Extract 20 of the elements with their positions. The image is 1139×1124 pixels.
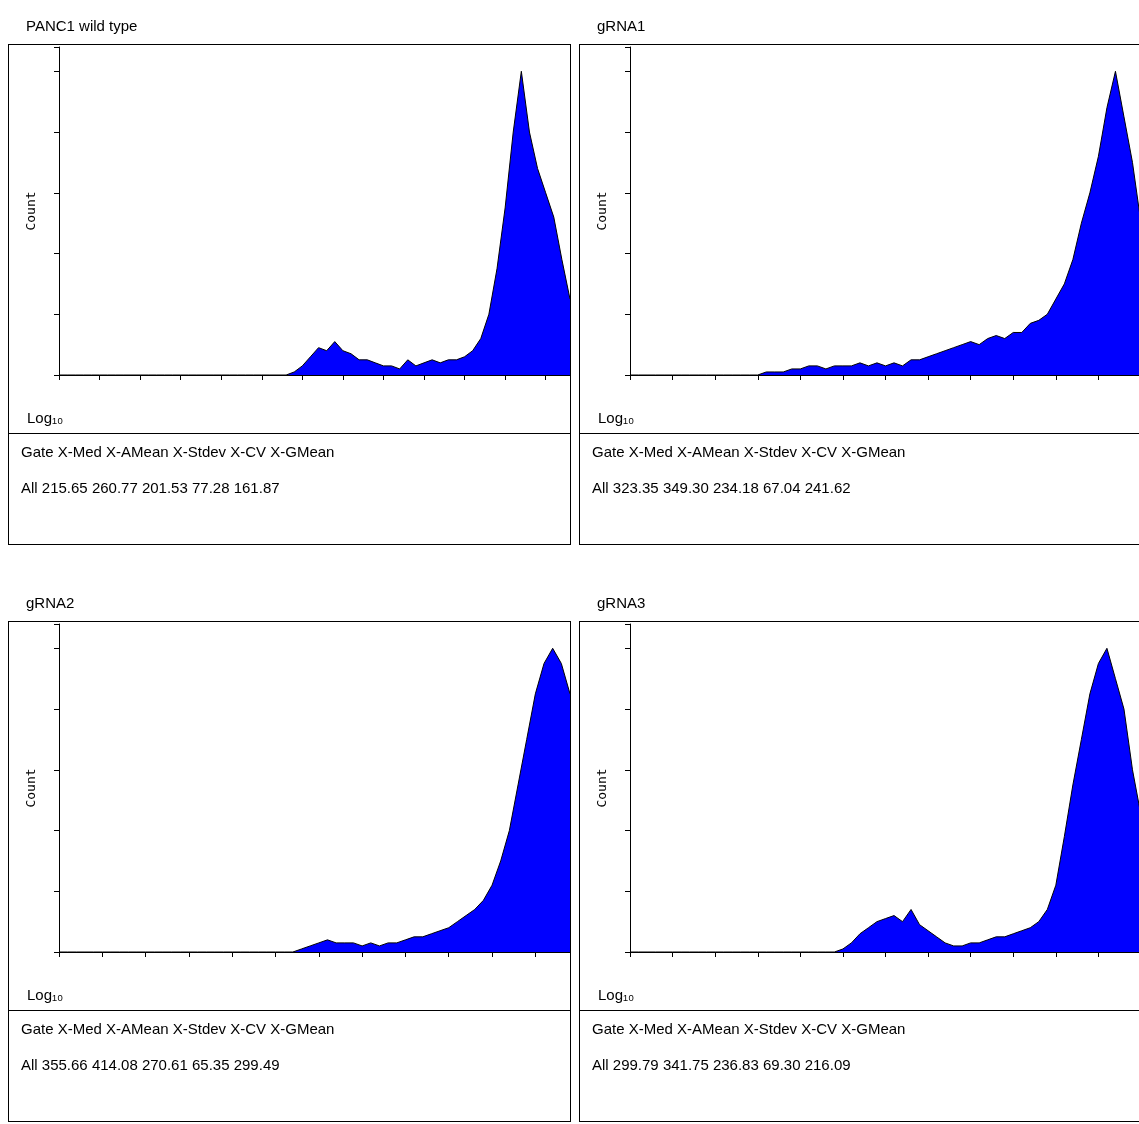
- x-axis-title: Log₁₀: [597, 985, 636, 1005]
- y-axis-title: Count: [594, 768, 609, 808]
- text: All 355.66 414.08 270.61 65.35 299.49: [20, 1055, 281, 1075]
- x-axis-title: Log₁₀: [26, 985, 65, 1005]
- x-axis-title: Log₁₀: [26, 408, 65, 428]
- y-axis-title: Count: [23, 768, 38, 808]
- text: Gate X-Med X-AMean X-Stdev X-CV X-GMean: [20, 442, 336, 462]
- y-axis-title: Count: [594, 191, 609, 231]
- text: Gate X-Med X-AMean X-Stdev X-CV X-GMean: [20, 1019, 336, 1039]
- chart-title: gRNA2: [25, 593, 76, 613]
- text: All 323.35 349.30 234.18 67.04 241.62: [591, 478, 852, 498]
- y-axis-title: Count: [23, 191, 38, 231]
- chart-title: gRNA3: [596, 593, 647, 613]
- text: Gate X-Med X-AMean X-Stdev X-CV X-GMean: [591, 442, 907, 462]
- x-axis-title: Log₁₀: [597, 408, 636, 428]
- text: Gate X-Med X-AMean X-Stdev X-CV X-GMean: [591, 1019, 907, 1039]
- chart-title: gRNA1: [596, 16, 647, 36]
- text: All 215.65 260.77 201.53 77.28 161.87: [20, 478, 281, 498]
- text: All 299.79 341.75 236.83 69.30 216.09: [591, 1055, 852, 1075]
- chart-title: PANC1 wild type: [25, 16, 139, 36]
